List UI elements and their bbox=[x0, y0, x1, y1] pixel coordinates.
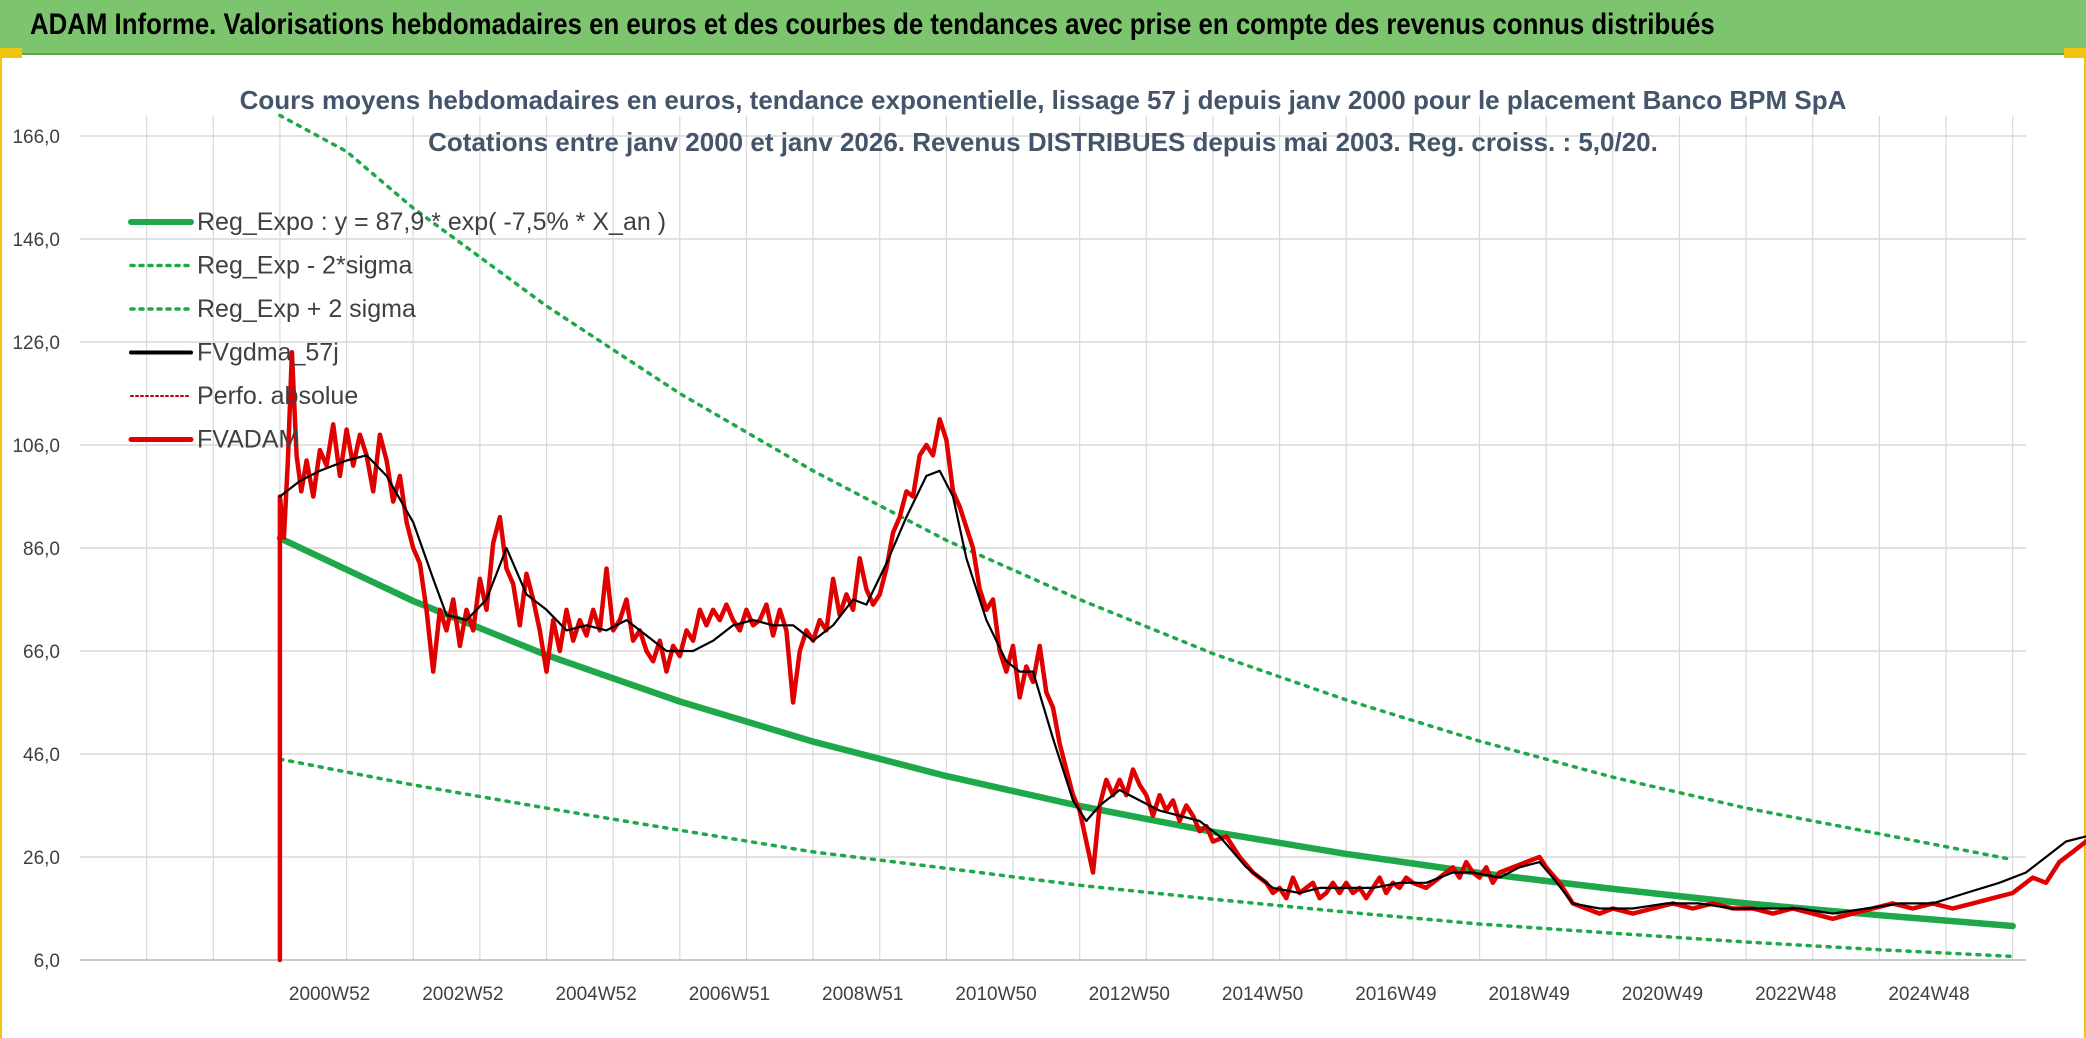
reg-expo-line bbox=[276, 534, 2016, 930]
legend-label: Reg_Exp + 2 sigma bbox=[197, 295, 416, 323]
x-tick-label: 2024W48 bbox=[1888, 984, 1969, 1005]
report-title: ADAM Informe. Valorisations hebdomadaire… bbox=[30, 8, 1715, 41]
x-tick-labels: 2000W52 2002W52 2004W52 2006W51 2008W51 2010W… bbox=[289, 984, 1970, 1005]
x-tick-label: 2010W50 bbox=[955, 984, 1036, 1005]
chart-title-line-1: Cours moyens hebdomadaires en euros, ten… bbox=[240, 85, 1847, 115]
grid-lines bbox=[80, 116, 2026, 961]
y-tick-labels: 166,0 146,0 126,0 106,0 86,0 66,0 46,0 26,0 6,0 bbox=[12, 127, 60, 972]
series-lines bbox=[276, 113, 2086, 963]
y-tick-label: 6,0 bbox=[34, 951, 60, 972]
fvadam-line bbox=[277, 350, 2086, 963]
x-tick-label: 2022W48 bbox=[1755, 984, 1836, 1005]
y-tick-label: 106,0 bbox=[12, 436, 60, 457]
y-tick-label: 146,0 bbox=[12, 230, 60, 251]
lower-sigma-line bbox=[278, 757, 2015, 959]
y-tick-label: 166,0 bbox=[12, 127, 60, 148]
x-tick-label: 2016W49 bbox=[1355, 984, 1436, 1005]
legend: Reg_Expo : y = 87,9 * exp( -7,5% * X_an … bbox=[128, 208, 666, 454]
legend-label: FVgdma_57j bbox=[197, 339, 339, 367]
y-tick-label: 66,0 bbox=[23, 642, 60, 663]
y-tick-label: 126,0 bbox=[12, 333, 60, 354]
x-tick-label: 2000W52 bbox=[289, 984, 370, 1005]
x-tick-label: 2012W50 bbox=[1089, 984, 1170, 1005]
x-tick-label: 2018W49 bbox=[1488, 984, 1569, 1005]
y-tick-label: 26,0 bbox=[23, 848, 60, 869]
fvgdma-line bbox=[278, 454, 2086, 915]
chart-title-line-2: Cotations entre janv 2000 et janv 2026. … bbox=[428, 127, 1658, 157]
chart-frame bbox=[0, 56, 2086, 1038]
upper-sigma-line bbox=[278, 113, 2015, 862]
y-tick-label: 86,0 bbox=[23, 539, 60, 560]
report-banner: ADAM Informe. Valorisations hebdomadaire… bbox=[0, 0, 2086, 55]
x-tick-label: 2020W49 bbox=[1622, 984, 1703, 1005]
x-tick-label: 2004W52 bbox=[555, 984, 636, 1005]
x-tick-label: 2008W51 bbox=[822, 984, 903, 1005]
right-corner-mark bbox=[2064, 48, 2086, 58]
legend-label: Reg_Exp - 2*sigma bbox=[197, 252, 412, 280]
legend-label: FVADAM bbox=[197, 426, 299, 454]
legend-label: Perfo. absolue bbox=[197, 382, 358, 410]
x-tick-label: 2002W52 bbox=[422, 984, 503, 1005]
y-tick-label: 46,0 bbox=[23, 745, 60, 766]
legend-label: Reg_Expo : y = 87,9 * exp( -7,5% * X_an … bbox=[197, 208, 666, 236]
x-tick-label: 2014W50 bbox=[1222, 984, 1303, 1005]
left-corner-mark bbox=[0, 48, 22, 58]
x-tick-label: 2006W51 bbox=[689, 984, 770, 1005]
